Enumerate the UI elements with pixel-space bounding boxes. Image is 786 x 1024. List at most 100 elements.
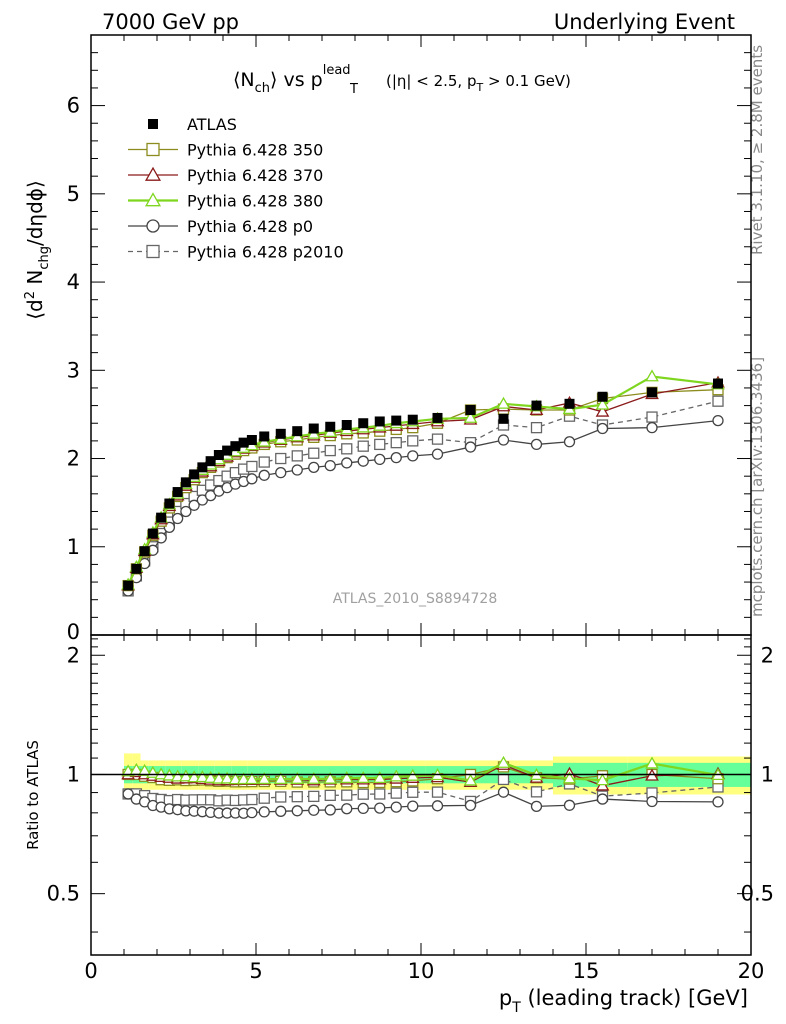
- ratio-point-p380: [228, 772, 243, 785]
- data-point-p0: [180, 505, 192, 518]
- title-sup2: lead: [323, 63, 351, 78]
- ratio-tick-label-right: 2: [761, 643, 774, 667]
- ratio-point-p380: [245, 772, 259, 785]
- x-tick-label: 0: [84, 959, 97, 983]
- rivet-label: Rivet 3.1.10, ≥ 2.8M events: [748, 45, 766, 255]
- data-point-atlas: [341, 420, 352, 430]
- y-axis-label: ⟨d2 Nchg/dηdϕ⟩: [23, 180, 52, 320]
- data-point-p370: [595, 404, 610, 417]
- ratio-point-p0: [563, 799, 576, 811]
- data-point-p0: [291, 464, 303, 476]
- data-point-atlas: [147, 528, 158, 539]
- ratio-point-p380: [463, 773, 478, 786]
- ratio-point-p380: [220, 771, 234, 784]
- data-point-atlas: [531, 400, 542, 411]
- data-point-p0: [341, 457, 353, 469]
- ratio-point-p380: [306, 771, 321, 784]
- data-point-p0: [530, 438, 543, 451]
- ratio-point-p2010: [341, 789, 353, 801]
- data-point-p2010: [712, 395, 724, 407]
- data-point-atlas: [432, 412, 443, 423]
- data-point-p0: [646, 421, 658, 434]
- ratio-point-p0: [712, 796, 724, 808]
- data-point-atlas: [597, 391, 608, 402]
- ratio-point-p0: [646, 795, 658, 808]
- ratio-point-p2010: [374, 788, 386, 800]
- data-point-atlas: [647, 387, 657, 398]
- ratio-point-p0: [258, 806, 270, 818]
- ratio-point-p0: [390, 801, 402, 813]
- data-point-p0: [497, 434, 510, 446]
- ratio-point-p2010: [497, 773, 510, 786]
- data-point-p380: [496, 396, 511, 409]
- ylabel-mid: N: [23, 270, 47, 291]
- y-tick-label: 6: [67, 94, 80, 118]
- ratio-point-p380: [290, 771, 305, 784]
- data-point-p2010: [390, 436, 402, 449]
- data-point-p0: [464, 441, 477, 453]
- data-point-atlas: [308, 423, 319, 434]
- legend-marker-atlas: [148, 119, 158, 129]
- data-point-p0: [275, 466, 287, 479]
- ratio-point-p0: [497, 786, 510, 798]
- ratio-point-p0: [341, 803, 353, 815]
- ratio-point-p0: [291, 805, 303, 817]
- data-point-p2010: [324, 444, 336, 457]
- ratio-point-p380: [203, 770, 218, 783]
- legend-label-p350: Pythia 6.428 350: [187, 141, 323, 160]
- ratio-tick-label-right: 1: [761, 762, 774, 786]
- x-tick-label: 20: [738, 959, 765, 983]
- data-point-p2010: [357, 440, 369, 452]
- data-point-p0: [390, 451, 402, 464]
- ratio-point-p380: [645, 756, 659, 769]
- ratio-point-p2010: [357, 788, 369, 800]
- title-cuts1: (|η| < 2.5, p: [386, 72, 476, 90]
- data-point-p380: [595, 397, 610, 410]
- ratio-point-p380: [257, 772, 272, 785]
- ratio-point-p380: [195, 770, 210, 783]
- legend-label-p0: Pythia 6.428 p0: [187, 217, 313, 236]
- data-point-atlas: [156, 512, 167, 523]
- data-point-p2010: [246, 460, 258, 473]
- y-tick-label: 2: [67, 447, 80, 471]
- ratio-point-p380: [339, 771, 354, 784]
- data-point-atlas: [213, 450, 224, 460]
- legend-marker-p2010: [146, 244, 160, 259]
- data-point-atlas: [407, 414, 418, 425]
- title-sub2: T: [349, 82, 358, 97]
- ratio-point-p0: [407, 800, 419, 812]
- xlabel-post: (leading track) [GeV]: [521, 986, 748, 1010]
- data-point-atlas: [172, 487, 183, 498]
- series-line-p0: [127, 419, 719, 592]
- data-point-atlas: [275, 428, 286, 439]
- data-point-p0: [308, 461, 320, 474]
- ratio-point-p380: [179, 769, 193, 782]
- legend-label-p2010: Pythia 6.428 p2010: [187, 243, 344, 262]
- ratio-point-p0: [246, 806, 258, 819]
- ratio-point-p0: [122, 788, 134, 800]
- ratio-point-p2010: [246, 793, 258, 806]
- data-point-atlas: [292, 426, 303, 437]
- ratio-point-p2010: [530, 786, 543, 798]
- data-point-p0: [712, 414, 724, 427]
- data-point-atlas: [222, 445, 233, 456]
- data-point-p0: [431, 448, 444, 460]
- data-point-atlas: [230, 441, 241, 452]
- ratio-point-p380: [562, 771, 577, 784]
- ratio-point-p380: [496, 755, 511, 768]
- ratio-point-p380: [273, 771, 288, 785]
- data-point-atlas: [259, 431, 270, 442]
- title-cuts-sub: T: [475, 81, 483, 94]
- ratio-point-p0: [357, 802, 369, 815]
- data-point-p2010: [308, 447, 320, 459]
- data-point-p2010: [291, 450, 303, 462]
- title-part1: ⟨N: [233, 69, 255, 91]
- ratio-point-p380: [372, 770, 387, 784]
- data-point-p2010: [341, 443, 353, 455]
- title-cuts2: > 0.1 GeV): [483, 72, 571, 90]
- data-point-p2010: [407, 435, 419, 447]
- legend-marker-p370: [144, 166, 162, 181]
- ratio-point-p380: [595, 773, 610, 786]
- header-left: 7000 GeV pp: [102, 10, 239, 34]
- data-point-p0: [258, 469, 270, 481]
